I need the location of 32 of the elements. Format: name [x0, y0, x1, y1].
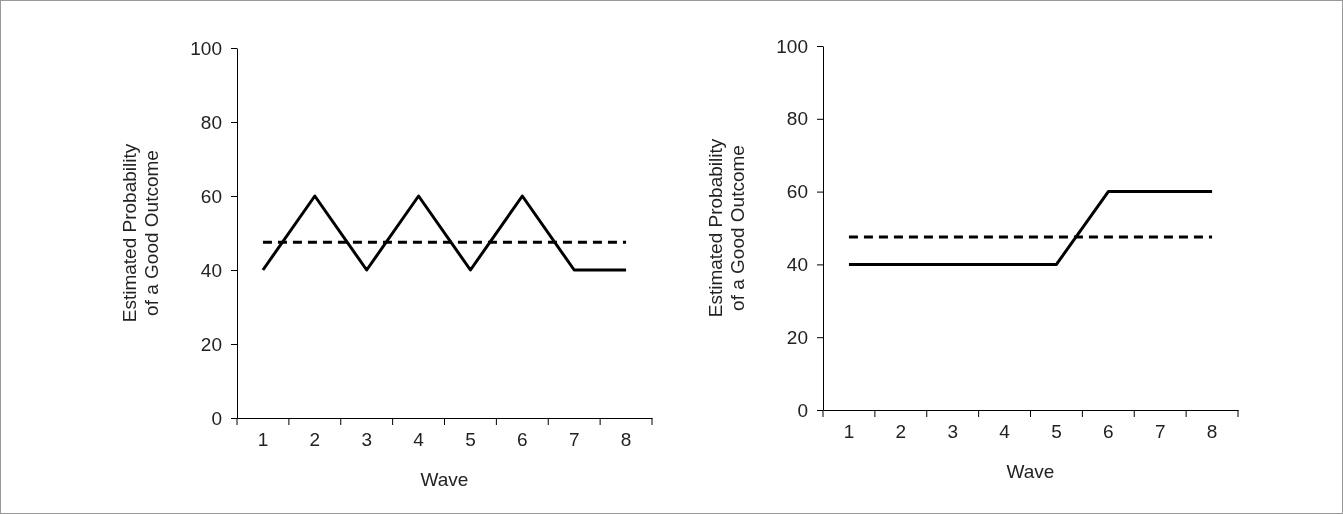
x-tick-label: 7: [568, 428, 580, 450]
x-tick-label: 2: [309, 428, 321, 450]
y-tick-label: 100: [190, 37, 222, 59]
x-tick-label: 3: [361, 428, 372, 450]
x-tick-label: 6: [517, 428, 528, 450]
y-tick-label: 80: [786, 108, 808, 130]
x-tick-label: 3: [947, 420, 958, 442]
x-tick-label: 6: [1103, 420, 1114, 442]
x-tick-label: 2: [895, 420, 907, 442]
y-tick-label: 80: [200, 111, 222, 133]
x-tick-label: 8: [620, 428, 632, 450]
y-tick-label: 60: [786, 181, 808, 203]
x-tick-label: 1: [257, 428, 269, 450]
x-tick-label: 7: [1154, 420, 1166, 442]
x-tick-label: 8: [1206, 420, 1218, 442]
y-tick-label: 40: [200, 259, 222, 281]
x-tick-label: 1: [843, 420, 855, 442]
y-axis-title: Estimated Probability of a Good Outcome: [118, 143, 163, 323]
y-tick-label: 40: [786, 253, 808, 275]
y-tick-label: 0: [211, 407, 222, 429]
y-tick-label: 0: [797, 399, 808, 421]
y-tick-label: 60: [200, 185, 222, 207]
x-tick-label: 4: [999, 420, 1011, 442]
x-tick-label: 5: [1051, 420, 1062, 442]
y-tick-label: 20: [200, 333, 222, 355]
x-tick-label: 4: [413, 428, 425, 450]
x-axis-title: Wave: [1006, 461, 1055, 482]
x-tick-label: 5: [465, 428, 476, 450]
x-axis-title: Wave: [420, 469, 469, 490]
y-tick-label: 20: [786, 326, 808, 348]
y-tick-label: 100: [776, 35, 808, 57]
y-axis-title: Estimated Probability of a Good Outcome: [704, 138, 749, 318]
